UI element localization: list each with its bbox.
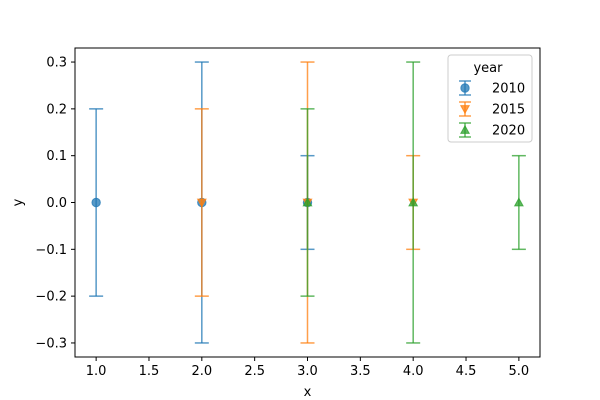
- legend-label: 2020: [492, 124, 525, 139]
- x-tick-label: 1.5: [139, 364, 160, 379]
- x-tick-label: 1.0: [86, 364, 107, 379]
- data-point: [408, 197, 419, 207]
- x-axis-label: x: [304, 385, 312, 400]
- plot-area: [89, 61, 526, 344]
- legend: year 2010 2015 2020: [447, 54, 533, 143]
- y-axis-ticks: −0.3 −0.2 −0.1 0.0 0.1 0.2 0.3: [35, 56, 75, 351]
- legend-label: 2010: [492, 82, 525, 97]
- x-axis-ticks: 1.0 1.5 2.0 2.5 3.0 3.5 4.0 4.5 5.0: [86, 357, 529, 379]
- y-axis-label: y: [11, 198, 26, 206]
- y-tick-label: 0.3: [46, 56, 67, 71]
- data-point: [196, 198, 207, 208]
- legend-marker: [460, 83, 470, 93]
- legend-marker: [459, 124, 471, 134]
- y-tick-label: −0.1: [35, 243, 67, 258]
- x-tick-label: 4.5: [456, 364, 477, 379]
- legend-title: year: [473, 61, 503, 76]
- x-tick-label: 2.0: [191, 364, 212, 379]
- data-point: [302, 197, 313, 207]
- data-point: [91, 197, 101, 208]
- y-tick-label: 0.1: [46, 149, 67, 164]
- y-tick-label: 0.2: [46, 102, 67, 117]
- x-tick-label: 5.0: [509, 364, 530, 379]
- x-tick-label: 4.0: [403, 364, 424, 379]
- legend-marker: [459, 105, 471, 115]
- y-tick-label: −0.2: [35, 290, 67, 305]
- x-tick-label: 3.0: [297, 364, 318, 379]
- y-tick-label: −0.3: [35, 336, 67, 351]
- legend-label: 2015: [492, 103, 525, 118]
- series-2020: [300, 61, 526, 344]
- y-tick-label: 0.0: [46, 196, 67, 211]
- legend-box: [447, 54, 533, 143]
- x-tick-label: 3.5: [350, 364, 371, 379]
- x-tick-label: 2.5: [244, 364, 265, 379]
- data-point: [513, 197, 524, 207]
